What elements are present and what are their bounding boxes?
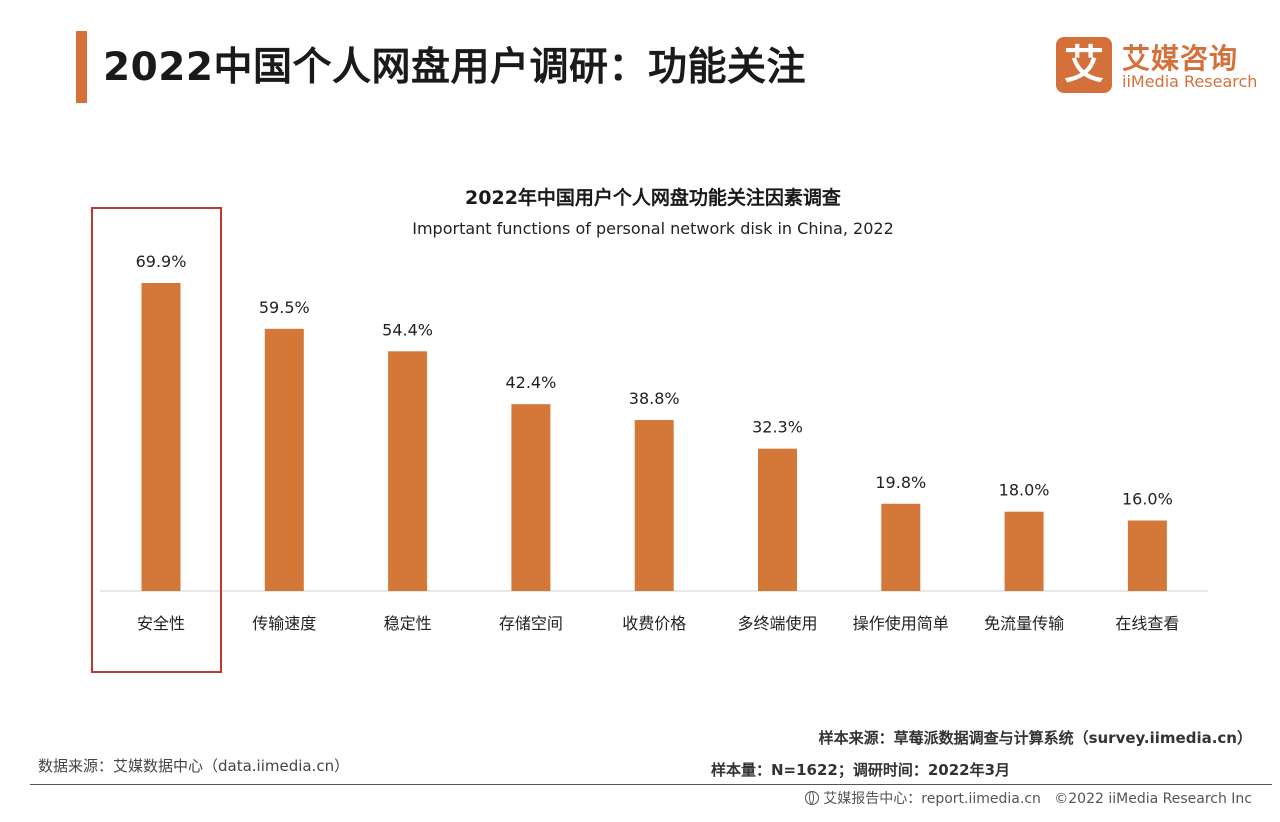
category-label: 安全性 xyxy=(137,614,185,633)
logo-cn-text: 艾媒咨询 xyxy=(1122,42,1239,75)
bar xyxy=(881,503,921,591)
bar xyxy=(758,448,797,591)
bar xyxy=(388,351,428,591)
chart-subtitle: Important functions of personal network … xyxy=(412,219,894,238)
bar xyxy=(511,404,551,591)
data-label: 54.4% xyxy=(382,320,433,339)
chart-title: 2022年中国用户个人网盘功能关注因素调查 xyxy=(465,187,841,209)
data-label: 69.9% xyxy=(136,252,187,271)
sample-size-note: 样本量：N=1622；调研时间：2022年3月 xyxy=(711,761,1011,779)
data-label: 19.8% xyxy=(875,473,926,492)
sample-source-note: 样本来源：草莓派数据调查与计算系统（survey.iimedia.cn） xyxy=(818,729,1252,747)
report-center-link[interactable]: 艾媒报告中心：report.iimedia.cn xyxy=(823,791,1041,807)
data-label: 32.3% xyxy=(752,418,803,437)
logo-mark-icon: 艾 xyxy=(1056,37,1112,93)
globe-icon xyxy=(805,791,820,805)
category-label: 免流量传输 xyxy=(984,614,1064,633)
bar xyxy=(1004,511,1044,591)
bar-chart: 69.9% 安全性 59.5% 传输速度 54.4% 稳定性 42.4% 存储空间 38.8% 收… xyxy=(91,207,1208,673)
bar xyxy=(264,328,304,591)
copyright-text: ©2022 iiMedia Research Inc xyxy=(1054,791,1252,807)
title-accent-bar xyxy=(76,31,87,103)
category-label: 在线查看 xyxy=(1115,614,1179,633)
category-label: 操作使用简单 xyxy=(853,614,949,633)
data-label: 59.5% xyxy=(259,298,310,317)
data-label: 42.4% xyxy=(505,373,556,392)
page-title: 2022中国个人网盘用户调研：功能关注 xyxy=(103,45,807,90)
iimedia-logo: 艾 艾媒咨询 iiMedia Research xyxy=(1056,37,1258,95)
highlight-box xyxy=(91,207,222,673)
bar xyxy=(1127,520,1167,591)
bar xyxy=(141,283,181,591)
category-label: 稳定性 xyxy=(384,614,432,633)
data-source-note: 数据来源：艾媒数据中心（data.iimedia.cn） xyxy=(38,757,350,775)
logo-en-text: iiMedia Research xyxy=(1122,72,1258,91)
footer-divider xyxy=(30,784,1272,785)
data-label: 16.0% xyxy=(1122,489,1173,508)
category-label: 存储空间 xyxy=(499,614,563,633)
category-label: 多终端使用 xyxy=(737,614,817,633)
bar xyxy=(634,420,674,591)
data-label: 38.8% xyxy=(629,389,680,408)
footer-credits: 艾媒报告中心：report.iimedia.cn ©2022 iiMedia R… xyxy=(805,788,1252,808)
data-label: 18.0% xyxy=(999,481,1050,500)
category-label: 传输速度 xyxy=(252,614,316,633)
category-label: 收费价格 xyxy=(622,614,686,633)
